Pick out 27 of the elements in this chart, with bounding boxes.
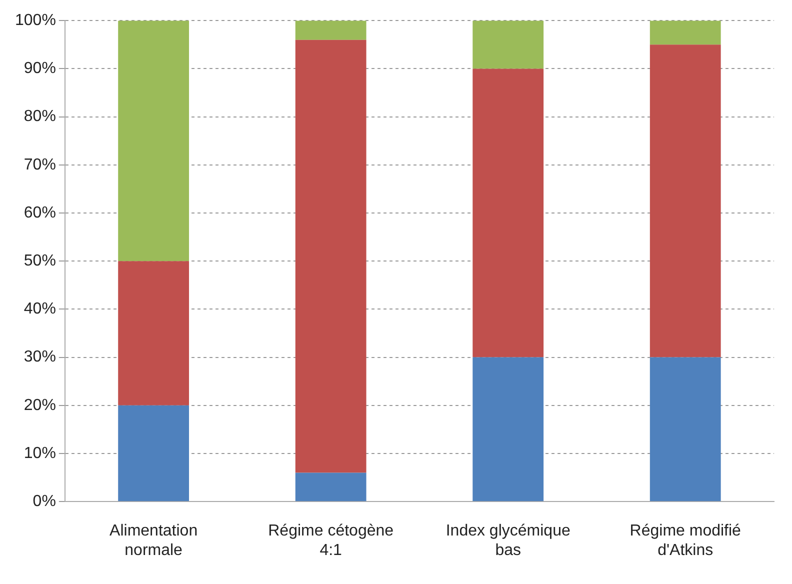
y-tick-label: 0%	[32, 493, 56, 510]
y-tick-label: 20%	[24, 396, 56, 414]
y-tick-label: 30%	[24, 348, 56, 366]
x-tick-label: Régime modifié d'Atkins	[630, 522, 742, 559]
bar	[472, 357, 544, 502]
y-tick-label: 50%	[24, 252, 56, 270]
y-tick-label: 60%	[24, 204, 56, 222]
y-tick-label: 40%	[24, 300, 56, 318]
y-tick-label: 90%	[24, 60, 56, 78]
bar	[650, 20, 721, 45]
bar	[295, 472, 366, 502]
y-tick-label: 10%	[24, 444, 56, 462]
x-tick-label: Régime cétogène 4:1	[268, 522, 394, 559]
y-tick-label: 100%	[15, 12, 56, 30]
bar	[650, 357, 721, 502]
bar	[118, 261, 190, 406]
bar	[472, 68, 544, 358]
y-tick-label: 70%	[24, 156, 56, 174]
x-tick-label: Index glycémique bas	[446, 522, 570, 559]
bar	[295, 40, 366, 473]
bar	[295, 20, 366, 40]
bar	[118, 405, 190, 502]
bar	[118, 20, 190, 262]
bar	[472, 20, 544, 69]
bar	[650, 44, 721, 358]
y-tick-label: 80%	[24, 108, 56, 126]
x-tick-label: Alimentation normale	[110, 522, 198, 559]
